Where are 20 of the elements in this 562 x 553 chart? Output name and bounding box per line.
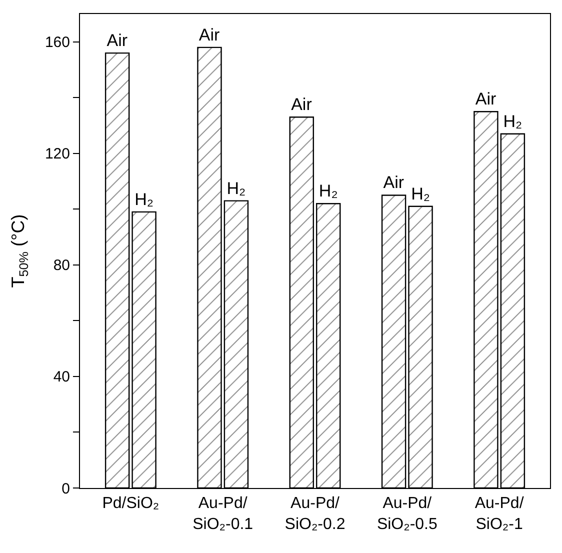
y-tick-label: 80: [53, 257, 70, 274]
text: H₂: [411, 184, 430, 204]
x-tick-label: Au-Pd/ SiO₂-1: [474, 495, 524, 533]
text: H₂: [503, 112, 522, 131]
x-tick-label: Pd/SiO₂: [102, 495, 160, 512]
x-tick-label: Au-Pd/ SiO₂-0.2: [284, 495, 346, 533]
text: H₂: [226, 178, 246, 198]
text: Air: [383, 173, 404, 192]
y-tick-label: 120: [44, 146, 70, 163]
text: H₂: [318, 182, 338, 201]
text: Air: [291, 95, 312, 114]
y-tick-label: 40: [53, 368, 70, 386]
y-tick-label: 0: [62, 480, 70, 498]
series-label: H₂: [134, 190, 154, 209]
x-tick-label: Au-Pd/ SiO₂-0.5: [376, 495, 438, 533]
y-tick-label: 160: [44, 34, 70, 52]
series-label: Air: [106, 31, 128, 50]
text: Air: [475, 90, 496, 109]
text: Air: [198, 25, 220, 44]
x-tick-label: Au-Pd/ SiO₂-0.1: [192, 495, 254, 533]
